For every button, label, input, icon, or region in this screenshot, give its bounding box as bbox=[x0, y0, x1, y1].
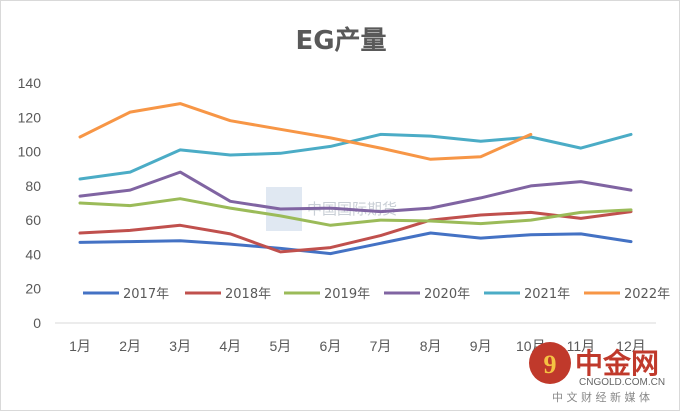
brand-site: CNGOLD.COM.CN bbox=[579, 377, 665, 388]
legend-label: 2019年 bbox=[324, 287, 370, 302]
series-line-2017年 bbox=[78, 231, 633, 256]
y-tick-label: 0 bbox=[33, 315, 41, 331]
series-line-2022年 bbox=[78, 102, 533, 161]
y-tick-label: 100 bbox=[18, 144, 42, 160]
series-line-2021年 bbox=[78, 132, 633, 181]
series-line-2020年 bbox=[78, 170, 633, 214]
legend-label: 2020年 bbox=[424, 287, 470, 302]
legend-label: 2018年 bbox=[225, 287, 271, 302]
x-tick-label: 2月 bbox=[119, 338, 141, 354]
brand-icon-glyph: 9 bbox=[544, 350, 557, 379]
y-tick-label: 140 bbox=[18, 75, 42, 91]
brand-icon bbox=[529, 342, 571, 384]
y-tick-label: 80 bbox=[25, 178, 41, 194]
y-tick-label: 120 bbox=[18, 109, 42, 125]
x-tick-label: 3月 bbox=[169, 338, 191, 354]
y-tick-label: 40 bbox=[25, 246, 41, 262]
x-tick-label: 6月 bbox=[320, 338, 342, 354]
series-line-2019年 bbox=[78, 197, 633, 227]
legend: 2017年 2018年 2019年 2020年 2021年 2022年 bbox=[83, 287, 670, 302]
x-tick-label: 8月 bbox=[420, 338, 442, 354]
y-axis: 0 20 40 60 80 100 120 140 bbox=[18, 75, 42, 331]
x-tick-label: 1月 bbox=[69, 338, 91, 354]
brand-name: 中金网 bbox=[575, 347, 659, 380]
x-tick-label: 4月 bbox=[219, 338, 241, 354]
y-tick-label: 60 bbox=[25, 212, 41, 228]
y-tick-label: 20 bbox=[25, 281, 41, 297]
legend-label: 2021年 bbox=[524, 287, 570, 302]
x-tick-label: 11月 bbox=[567, 338, 596, 354]
chart-title: EG产量 bbox=[295, 26, 386, 56]
x-tick-label: 5月 bbox=[269, 338, 291, 354]
legend-label: 2022年 bbox=[624, 287, 670, 302]
brand-logo: 9 中金网 CNGOLD.COM.CN 中 文 财 经 新 媒 体 bbox=[529, 342, 665, 404]
x-tick-label: 9月 bbox=[470, 338, 492, 354]
x-tick-label: 7月 bbox=[370, 338, 392, 354]
series-line-2018年 bbox=[78, 210, 633, 254]
legend-label: 2017年 bbox=[123, 287, 169, 302]
x-tick-label: 12月 bbox=[616, 338, 646, 354]
series-lines bbox=[78, 102, 633, 256]
brand-tagline: 中 文 财 经 新 媒 体 bbox=[552, 390, 650, 404]
